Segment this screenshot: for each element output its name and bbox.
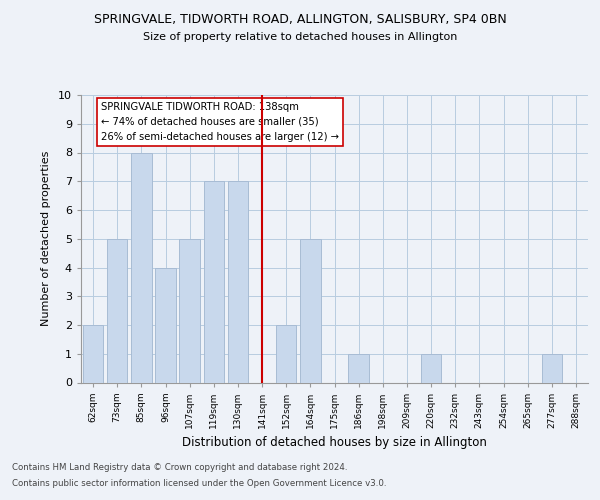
Bar xyxy=(155,268,176,382)
Text: Contains public sector information licensed under the Open Government Licence v3: Contains public sector information licen… xyxy=(12,478,386,488)
Bar xyxy=(276,325,296,382)
Bar xyxy=(107,239,127,382)
Text: Contains HM Land Registry data © Crown copyright and database right 2024.: Contains HM Land Registry data © Crown c… xyxy=(12,464,347,472)
X-axis label: Distribution of detached houses by size in Allington: Distribution of detached houses by size … xyxy=(182,436,487,449)
Text: SPRINGVALE, TIDWORTH ROAD, ALLINGTON, SALISBURY, SP4 0BN: SPRINGVALE, TIDWORTH ROAD, ALLINGTON, SA… xyxy=(94,12,506,26)
Bar xyxy=(131,152,152,382)
Bar xyxy=(300,239,320,382)
Bar xyxy=(179,239,200,382)
Bar xyxy=(421,354,442,382)
Bar xyxy=(227,181,248,382)
Bar xyxy=(203,181,224,382)
Y-axis label: Number of detached properties: Number of detached properties xyxy=(41,151,51,326)
Bar xyxy=(83,325,103,382)
Bar xyxy=(542,354,562,382)
Text: SPRINGVALE TIDWORTH ROAD: 138sqm
← 74% of detached houses are smaller (35)
26% o: SPRINGVALE TIDWORTH ROAD: 138sqm ← 74% o… xyxy=(101,102,339,142)
Bar xyxy=(349,354,369,382)
Text: Size of property relative to detached houses in Allington: Size of property relative to detached ho… xyxy=(143,32,457,42)
